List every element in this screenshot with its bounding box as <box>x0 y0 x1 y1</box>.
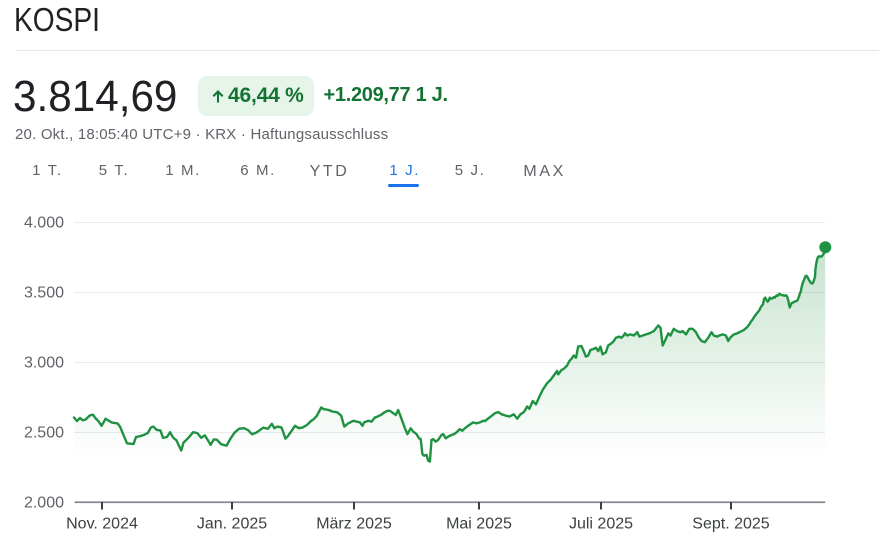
svg-text:Jan. 2025: Jan. 2025 <box>197 516 267 533</box>
svg-text:2.000: 2.000 <box>24 495 64 512</box>
svg-text:März 2025: März 2025 <box>316 516 392 533</box>
svg-text:Mai 2025: Mai 2025 <box>446 516 512 533</box>
svg-text:4.000: 4.000 <box>24 215 64 232</box>
svg-text:Juli 2025: Juli 2025 <box>569 516 633 533</box>
svg-text:3.500: 3.500 <box>24 285 64 302</box>
svg-text:Sept. 2025: Sept. 2025 <box>692 516 770 533</box>
svg-text:3.000: 3.000 <box>24 355 64 372</box>
svg-text:Nov. 2024: Nov. 2024 <box>66 516 138 533</box>
svg-text:2.500: 2.500 <box>24 425 64 442</box>
